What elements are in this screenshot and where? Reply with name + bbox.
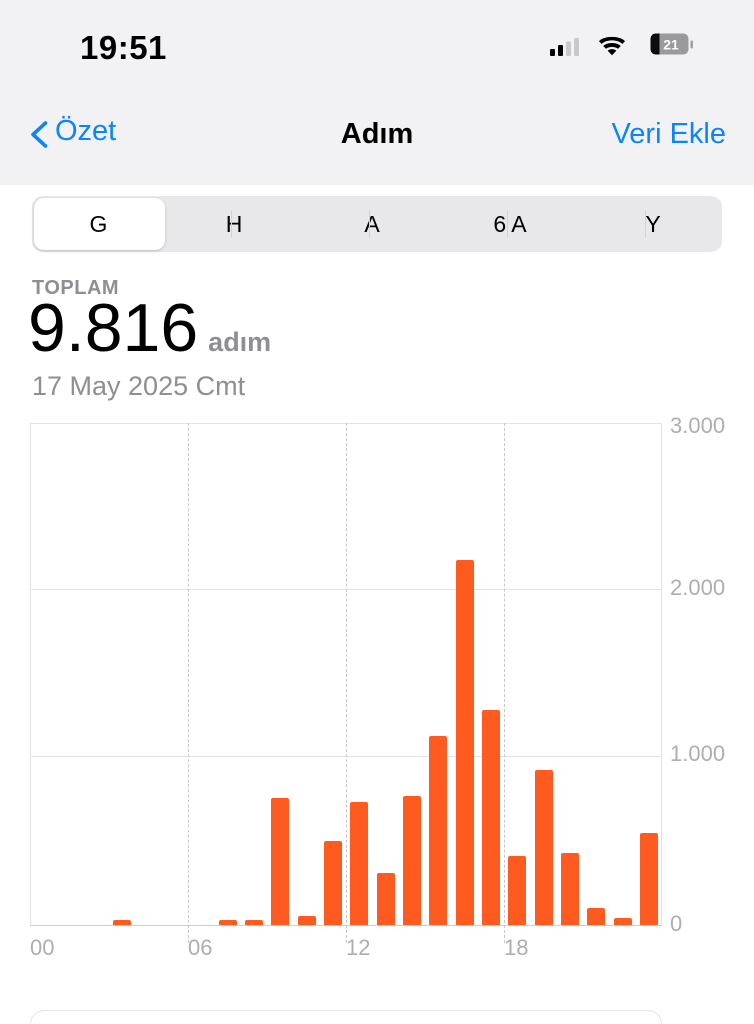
svg-text:21: 21	[663, 37, 679, 53]
